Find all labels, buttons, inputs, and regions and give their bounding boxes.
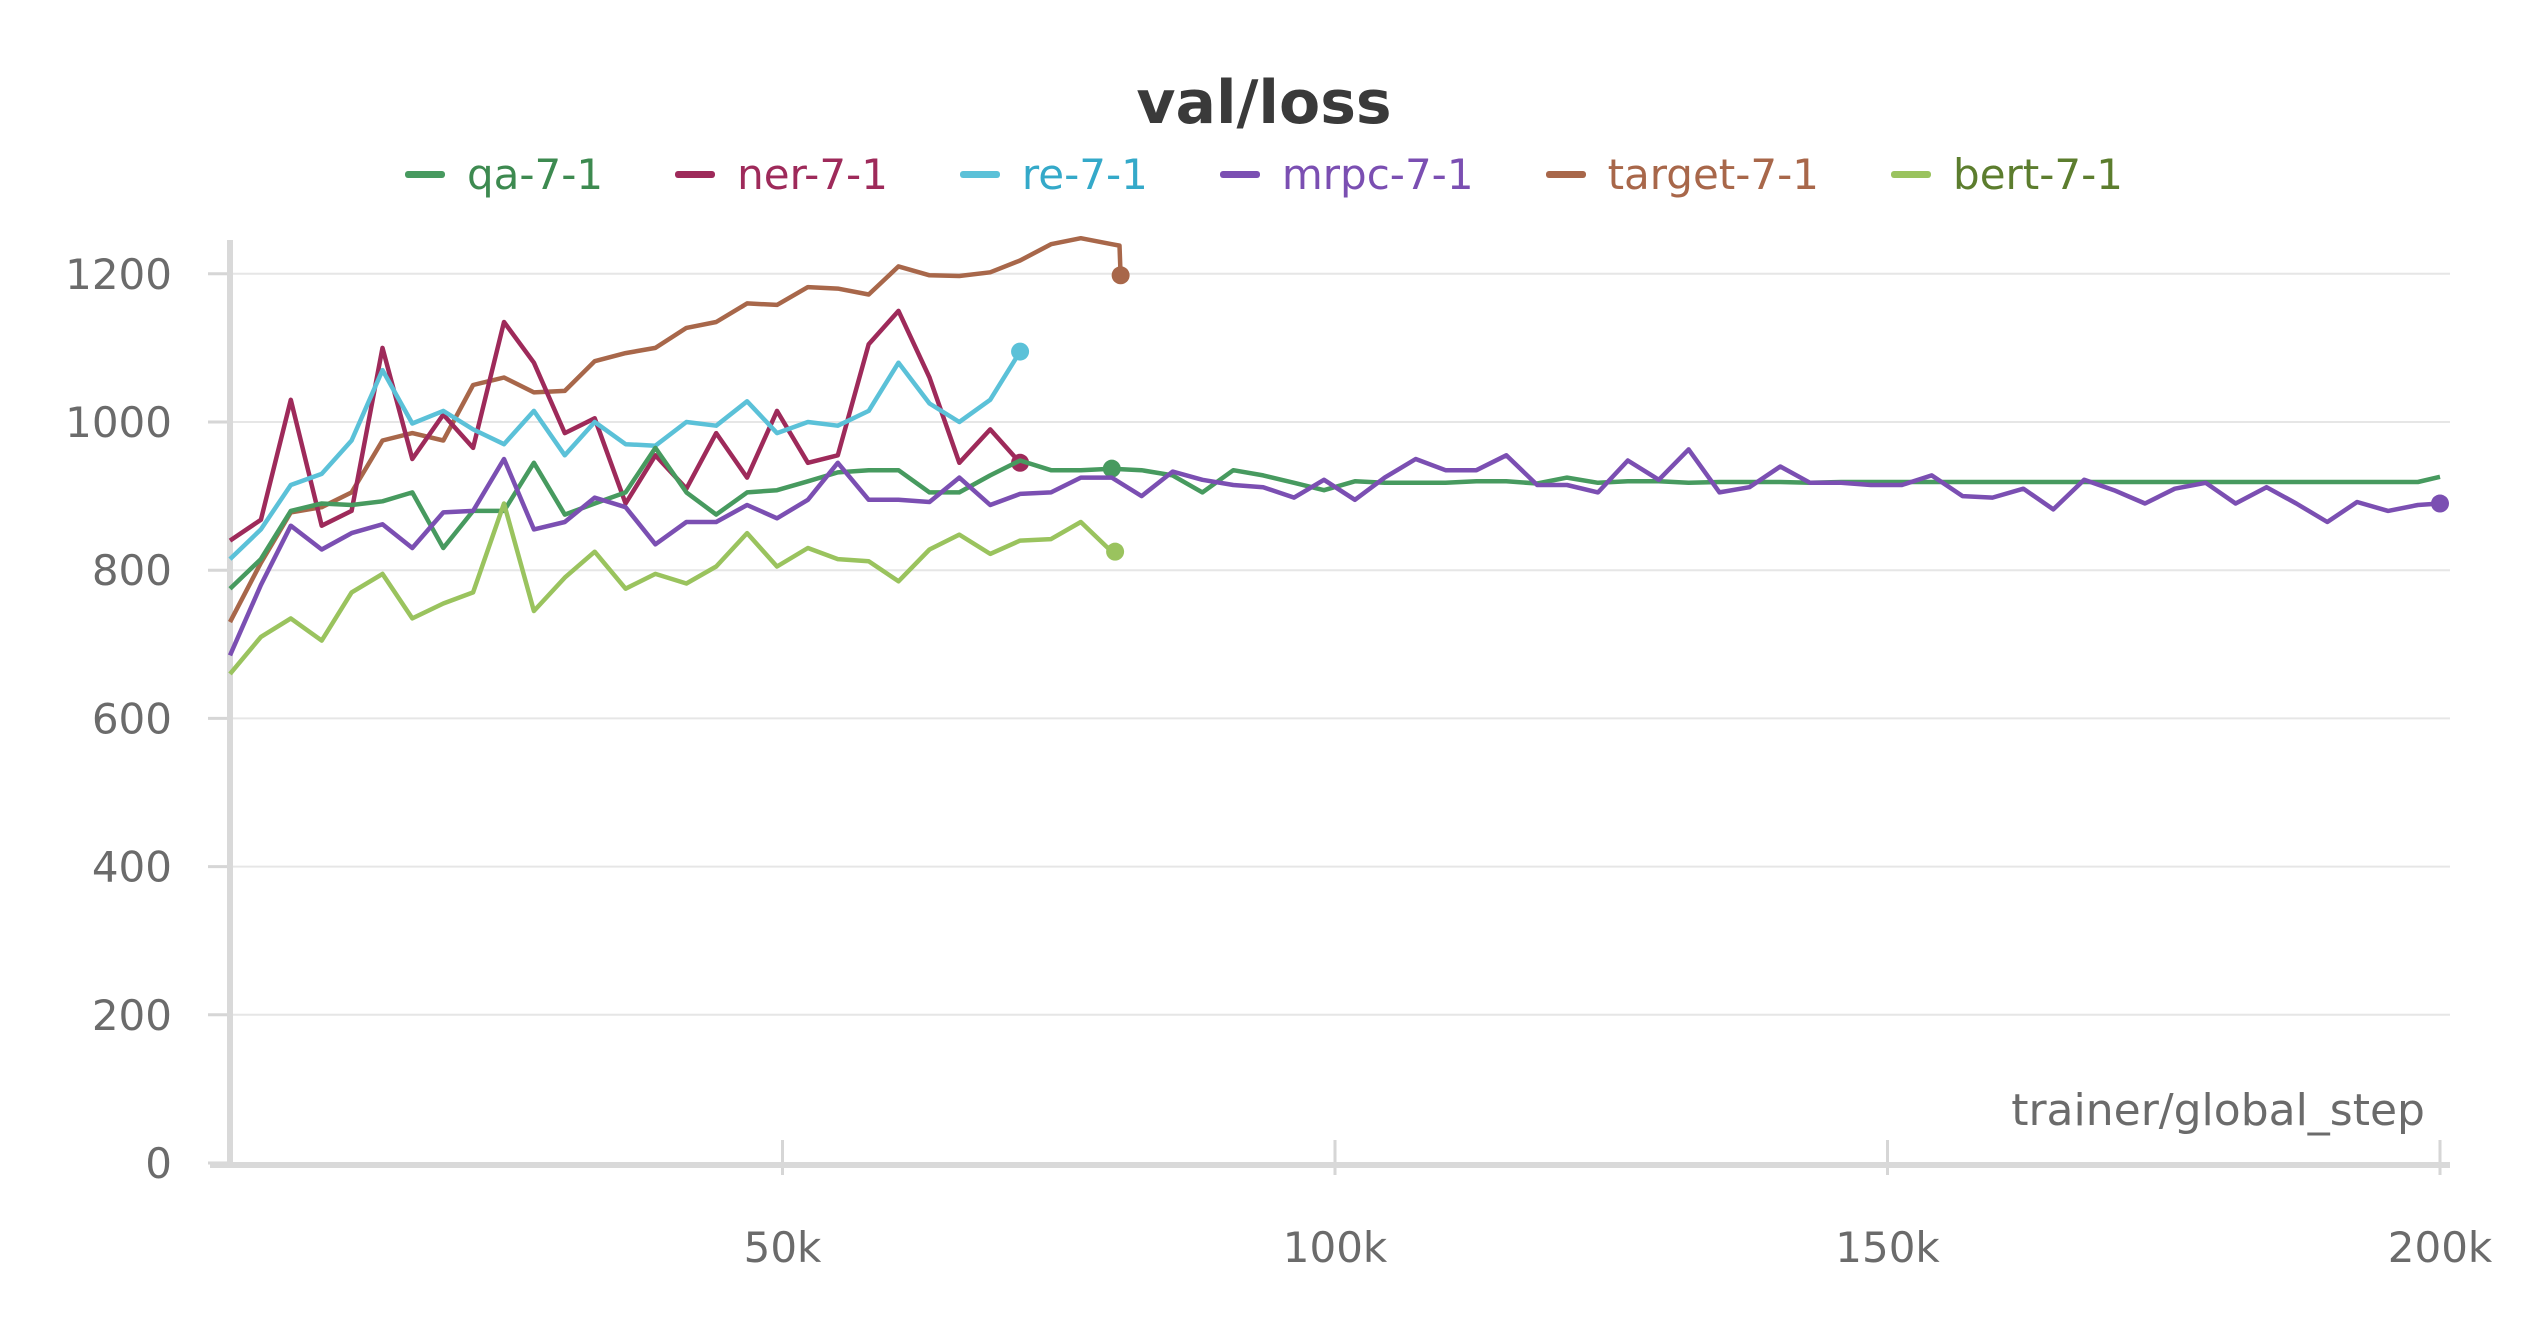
legend-item-bert-7-1[interactable]: bert-7-1 <box>1891 150 2123 199</box>
gridlines <box>208 272 2450 1175</box>
legend-swatch <box>959 171 1000 178</box>
legend-swatch <box>1891 171 1932 178</box>
series-line-mrpc-7-1[interactable] <box>227 447 2441 657</box>
legend-label: mrpc-7-1 <box>1281 150 1474 199</box>
x-tick-label: 150k <box>1835 1223 1940 1272</box>
legend-label: target-7-1 <box>1607 150 1820 199</box>
series-line-bert-7-1[interactable] <box>228 501 1117 676</box>
series-end-point-target-7-1[interactable] <box>1111 266 1130 285</box>
legend-item-mrpc-7-1[interactable]: mrpc-7-1 <box>1219 150 1474 199</box>
legend-swatch <box>404 171 445 178</box>
legend-item-ner-7-1[interactable]: ner-7-1 <box>675 150 888 199</box>
series-end-point-re-7-1[interactable] <box>1011 342 1030 361</box>
legend-item-re-7-1[interactable]: re-7-1 <box>959 150 1148 199</box>
series-line-re-7-1[interactable] <box>228 350 1023 561</box>
x-axis-label: trainer/global_step <box>2011 1085 2425 1136</box>
x-tick-label: 200k <box>2388 1223 2493 1272</box>
y-tick-label: 1000 <box>65 398 172 447</box>
legend-swatch <box>675 171 716 178</box>
series-line-ner-7-1[interactable] <box>228 308 1022 543</box>
y-tick-label: 600 <box>92 694 172 743</box>
series-lines <box>227 235 2449 676</box>
y-tick-label: 800 <box>92 546 172 595</box>
series-end-point-bert-7-1[interactable] <box>1106 542 1125 561</box>
legend-swatch <box>1545 171 1586 178</box>
x-tick-label: 50k <box>744 1223 822 1272</box>
series-end-point-mrpc-7-1[interactable] <box>2431 494 2449 513</box>
legend-item-target-7-1[interactable]: target-7-1 <box>1545 150 1820 199</box>
legend-label: bert-7-1 <box>1953 150 2124 199</box>
legend-label: qa-7-1 <box>466 150 604 199</box>
chart-title: val/loss <box>1136 68 1392 138</box>
legend: qa-7-1 ner-7-1 re-7-1 mrpc-7-1 target-7-1 ber… <box>0 150 2528 199</box>
y-tick-label: 200 <box>92 991 172 1040</box>
axes <box>210 240 2450 1168</box>
legend-swatch <box>1219 171 1260 178</box>
series-line-target-7-1[interactable] <box>228 235 1123 624</box>
legend-label: ner-7-1 <box>737 150 888 199</box>
y-tick-label: 1200 <box>65 250 172 299</box>
legend-item-qa-7-1[interactable]: qa-7-1 <box>404 150 604 199</box>
x-tick-label: 100k <box>1283 1223 1388 1272</box>
y-tick-label: 400 <box>92 843 172 892</box>
tick-labels: 0 200 400 600 800 1000 1200 50k 100k 150k 200k <box>65 250 2493 1272</box>
y-tick-label: 0 <box>145 1139 172 1188</box>
legend-label: re-7-1 <box>1021 150 1148 199</box>
series-end-point-qa-7-1[interactable] <box>1102 459 1121 478</box>
series-line-qa-7-1[interactable] <box>228 445 2441 591</box>
